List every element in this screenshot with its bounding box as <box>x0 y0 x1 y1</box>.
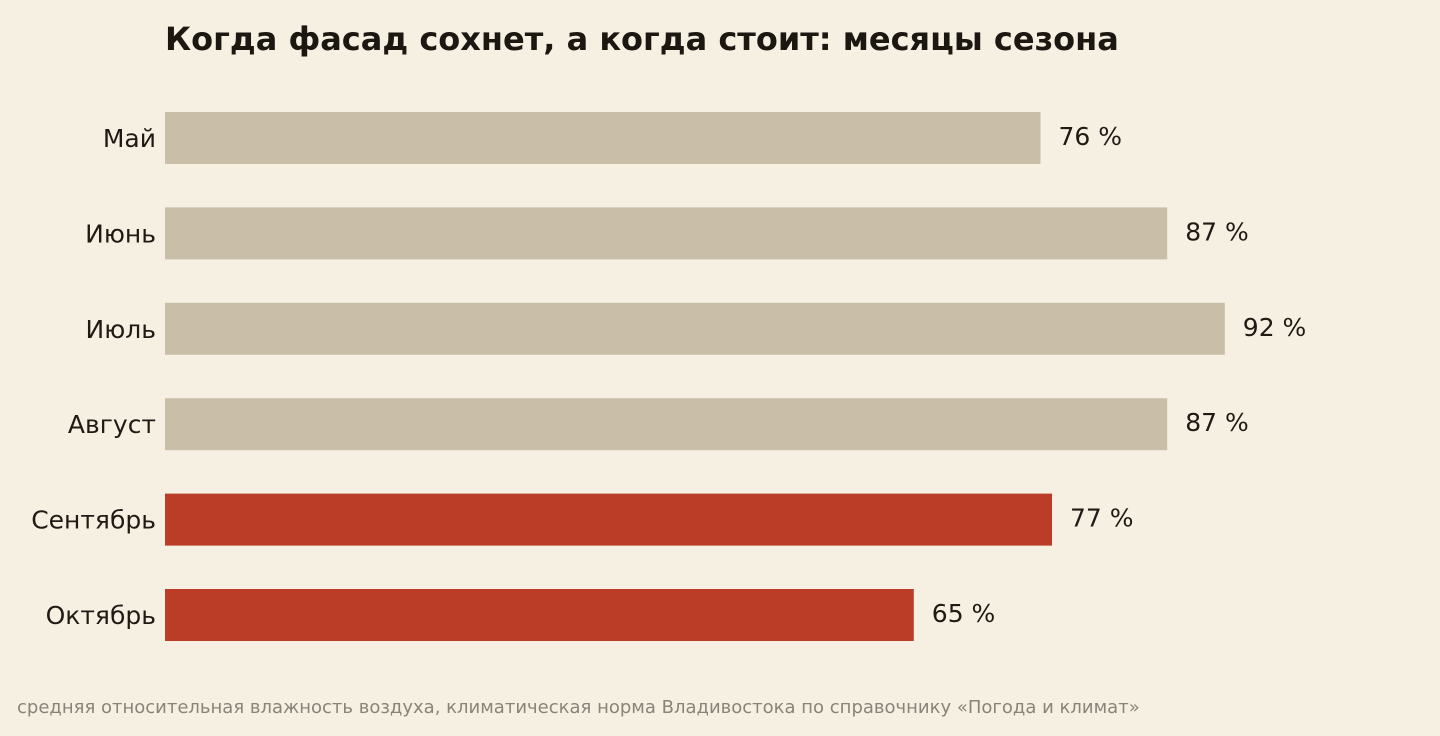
bar-5 <box>165 493 1052 546</box>
category-label-1: Май <box>103 124 156 153</box>
bar-3 <box>165 302 1225 355</box>
value-label-2: 87 % <box>1185 217 1249 246</box>
value-label-3: 92 % <box>1243 313 1307 342</box>
chart-title: Когда фасад сохнет, а когда стоит: месяц… <box>165 20 1119 58</box>
value-label-4: 87 % <box>1185 408 1249 437</box>
bar-2 <box>165 207 1168 260</box>
value-label-5: 77 % <box>1070 504 1134 533</box>
value-label-6: 65 % <box>932 599 996 628</box>
category-label-3: Июль <box>86 315 156 344</box>
bar-1 <box>165 112 1041 164</box>
category-label-4: Август <box>68 410 156 439</box>
category-label-6: Октябрь <box>46 601 156 630</box>
value-label-1: 76 % <box>1059 122 1123 151</box>
category-label-5: Сентябрь <box>31 506 156 535</box>
chart-footnote: средняя относительная влажность воздуха,… <box>17 697 1140 718</box>
bar-4 <box>165 398 1168 451</box>
bar-6 <box>165 589 914 641</box>
category-label-2: Июнь <box>85 219 156 248</box>
